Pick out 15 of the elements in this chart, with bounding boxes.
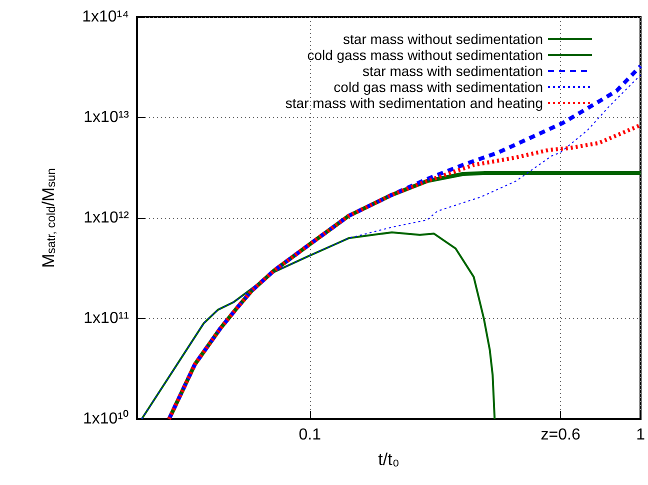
x-tick-label: 0.1 [298,426,322,444]
legend-label: star mass with sedimentation and heating [285,95,543,111]
y-tick-label: 1x10¹¹ [84,310,129,327]
x-axis-title: t/t₀ [378,450,400,469]
y-axis-title: Msatr, cold/Msun [39,168,58,268]
legend-label: cold gas mass with sedimentation [334,79,543,95]
y-tick-label: 1x10¹⁴ [82,8,130,26]
legend-label: star mass with sedimentation [362,63,543,79]
x-tick-label: z=0.6 [540,426,580,444]
x-tick-label: 1 [636,426,646,444]
legend-label: star mass without sedimentation [343,31,543,47]
y-tick-label: 1x10¹² [84,210,130,226]
legend-label: cold gass mass without sedimentation [307,47,543,63]
y-tick-label: 1x10¹⁰ [82,410,129,428]
y-tick-label: 1x10¹³ [84,109,130,126]
